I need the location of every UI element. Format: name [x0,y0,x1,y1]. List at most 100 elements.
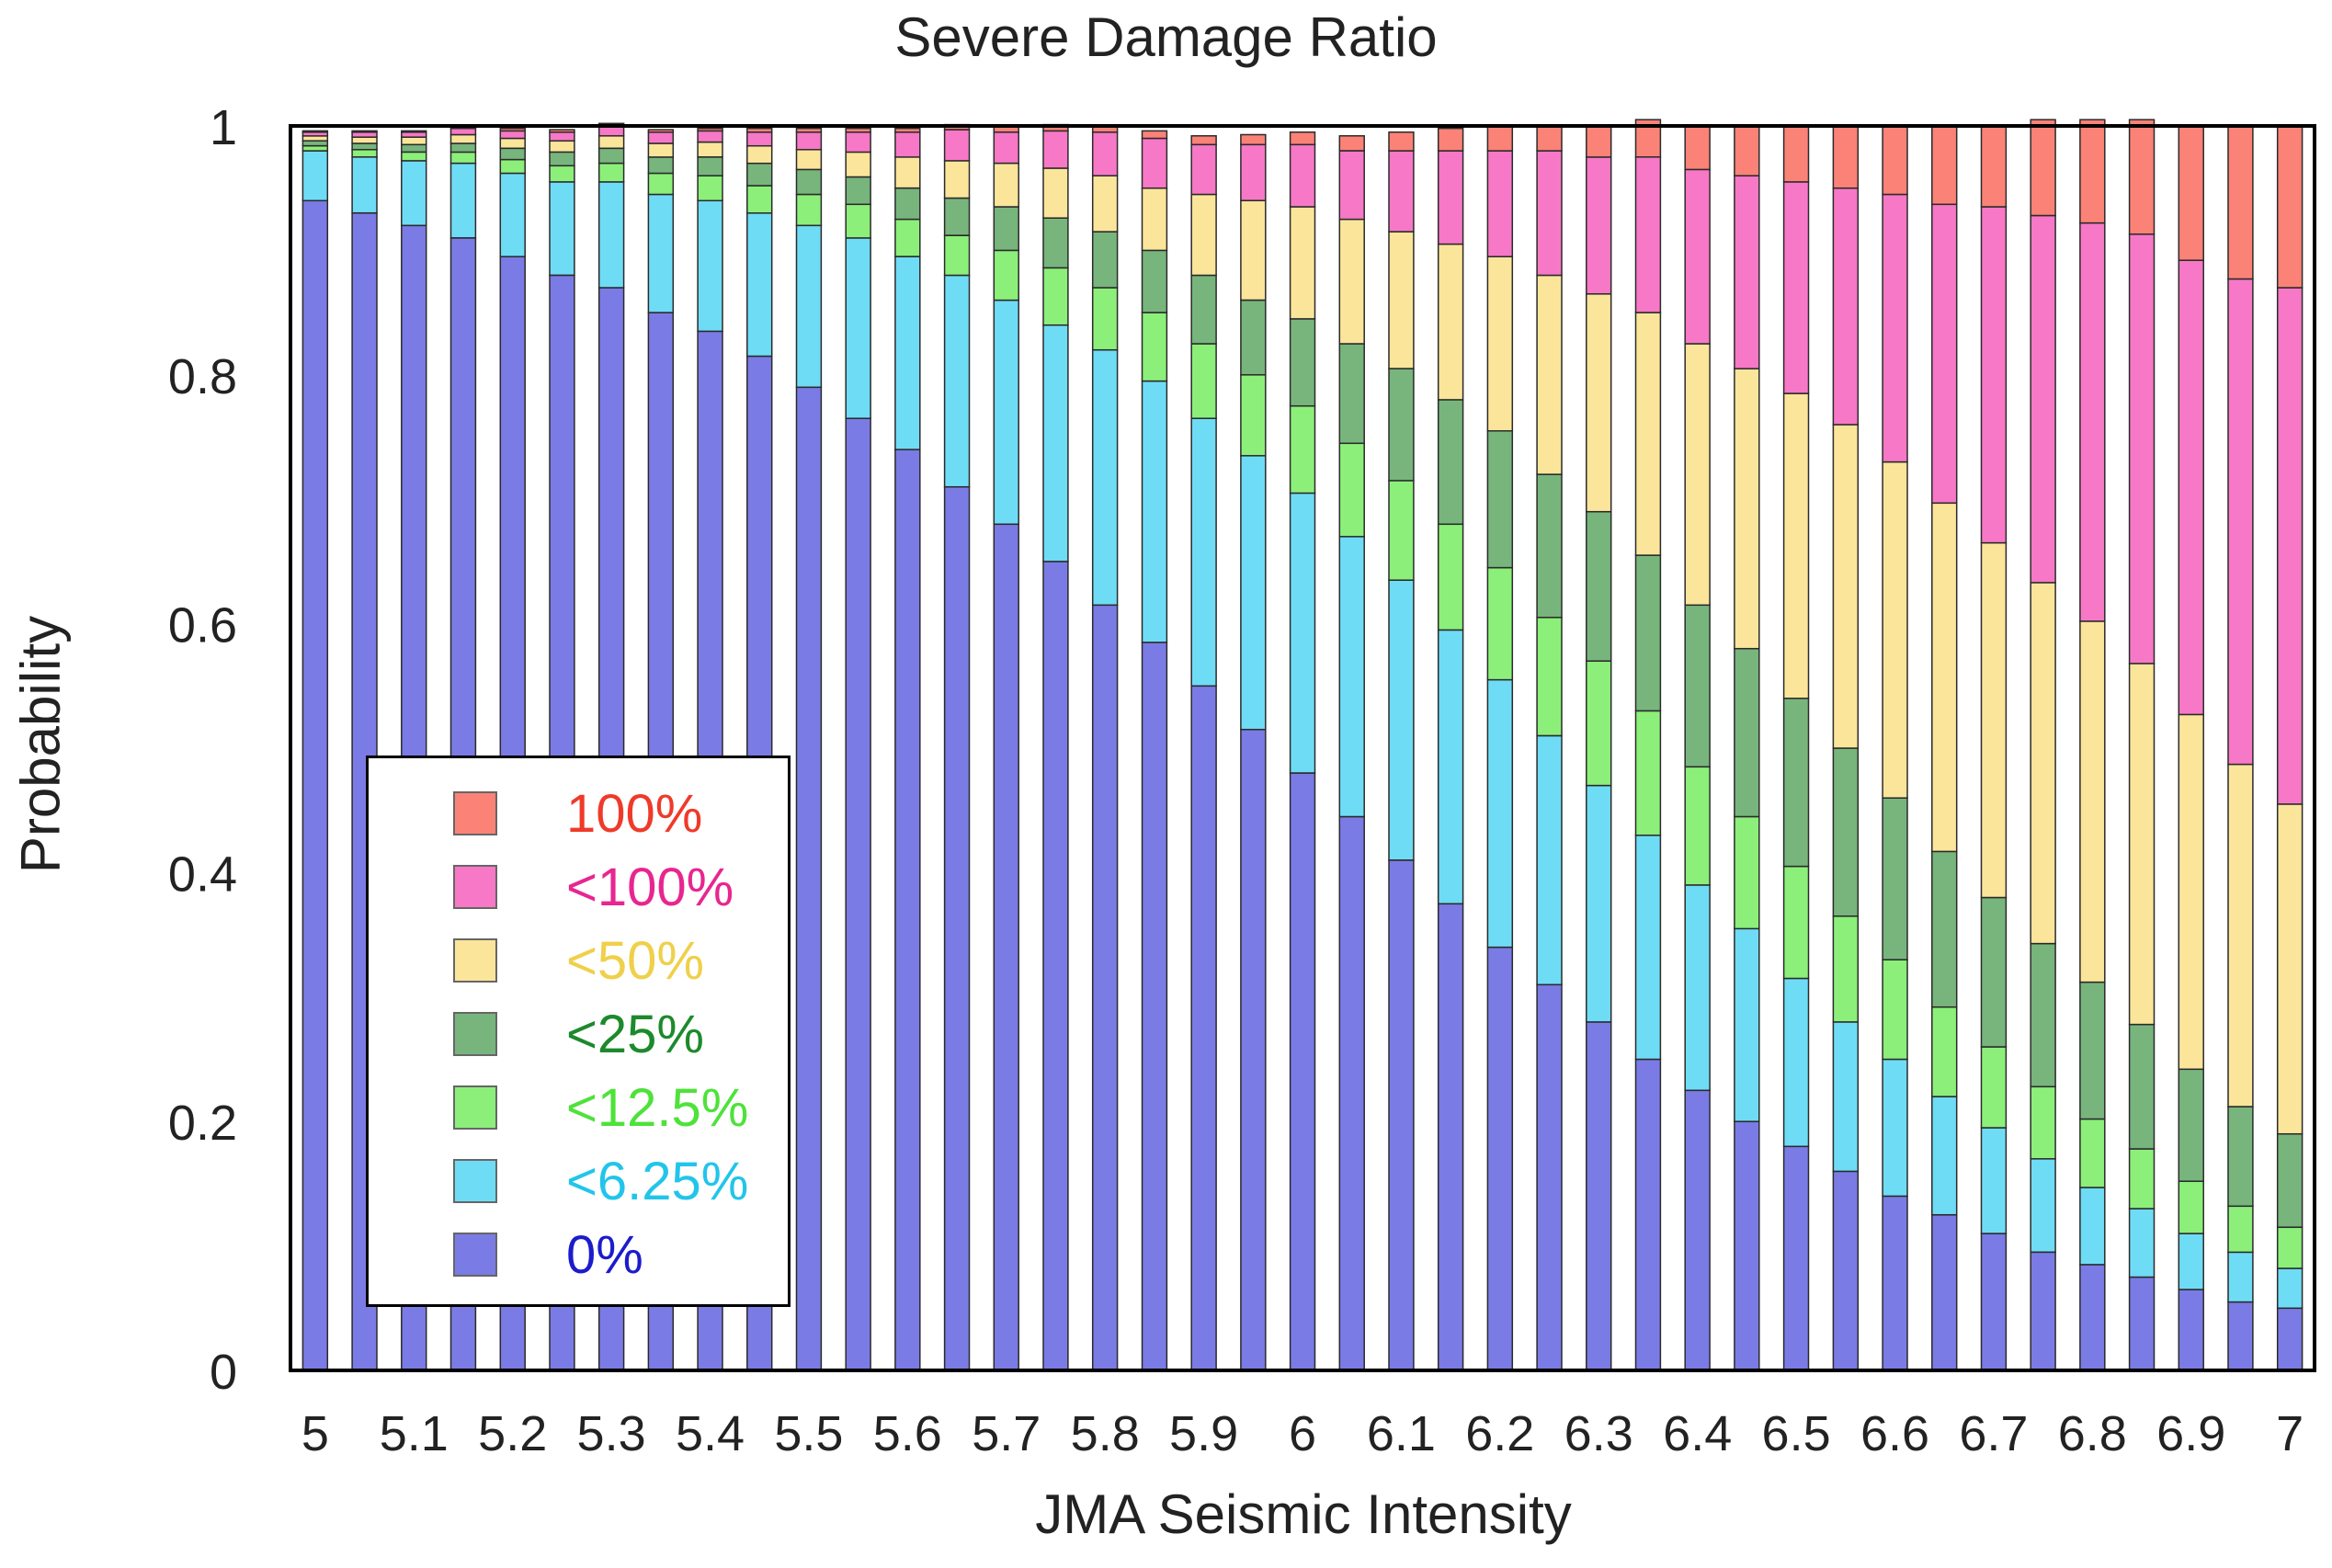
bar-segment [1486,125,1514,152]
bar-segment [1882,797,1908,960]
bar-segment [746,185,773,214]
bar-stack-6.45 [1734,125,1760,1371]
legend-label: <50% [566,931,704,991]
bar-segment [1684,766,1711,886]
bar-segment [1684,168,1711,345]
x-tick-label: 6.8 [2058,1406,2127,1461]
bar-segment [746,212,773,358]
bar-segment [1931,850,1958,1008]
bar-segment [2079,1187,2106,1266]
bar-stack-5 [301,130,329,1371]
bar-segment [746,127,773,133]
bar-segment [1240,374,1267,457]
bar-segment [746,162,773,187]
bar-segment [499,158,526,175]
bar-segment [449,142,477,153]
x-tick-label: 6.2 [1465,1406,1534,1461]
bar-segment [1042,324,1069,562]
bar-segment [2079,222,2106,622]
bar-segment [1931,203,1958,505]
legend-swatch [453,865,497,909]
bar-segment [2030,1158,2056,1254]
bar-segment [1684,884,1711,1092]
bar-segment [795,131,823,151]
bar-segment [549,181,575,277]
bar-segment [993,249,1019,301]
legend-label: <12.5% [566,1078,749,1138]
legend-label: <100% [566,858,734,917]
bar-segment [1289,143,1316,208]
bar-stack-5.5 [795,127,823,1371]
bar-segment [1289,772,1316,1371]
bar-segment [1141,380,1168,643]
bar-segment [2227,1251,2254,1303]
bar-segment [2079,1264,2106,1371]
bar-stack-5.8 [1091,125,1119,1371]
plot-frame [289,124,2316,1372]
bar-segment [1536,125,1563,152]
bar-stack-6.4 [1684,125,1711,1371]
bar-segment [1832,1021,1860,1173]
bar-segment [894,218,921,257]
bar-segment [1980,125,2008,208]
bar-segment [1586,156,1612,295]
x-axis-label: JMA Seismic Intensity [1035,1483,1572,1545]
bar-segment [1190,135,1217,146]
bar-segment [499,172,526,257]
bar-segment [2276,1267,2304,1310]
bar-segment [1437,903,1464,1371]
bar-segment [1782,392,1810,699]
chart-title: Severe Damage Ratio [894,6,1438,68]
bar-segment [2276,803,2304,1135]
bar-segment [449,127,477,136]
bar-segment [1782,865,1810,980]
bar-segment [1486,256,1514,432]
x-tick-label: 5.1 [380,1406,449,1461]
bar-segment [1240,199,1267,301]
y-tick-label: 0.2 [168,1096,237,1151]
bar-segment [1882,125,1908,196]
bar-stack-5.75 [1042,123,1069,1371]
bar-segment [1486,566,1514,681]
bar-segment [597,147,625,165]
bar-segment [845,131,871,153]
y-tick-label: 0.8 [168,349,237,404]
bar-segment [1289,318,1316,407]
bar-segment [647,172,675,196]
bar-segment [2227,1205,2254,1254]
bar-segment [845,151,871,178]
bar-segment [993,299,1019,526]
bar-stack-6.8 [2079,119,2106,1371]
x-tick-label: 6.4 [1663,1406,1732,1461]
bar-segment [1634,554,1662,712]
bar-segment [1388,131,1415,152]
bar-segment [1091,287,1119,351]
bar-segment [499,130,526,140]
bar-segment [1141,130,1168,140]
bar-segment [795,224,823,389]
bar-segment [1338,150,1365,221]
bar-segment [401,143,427,153]
bar-stack-6.35 [1634,119,1662,1371]
bar-segment [1338,135,1365,152]
bar-segment [401,160,427,227]
bar-segment [1289,492,1316,774]
bar-segment [1734,927,1760,1122]
bar-segment [2178,1233,2204,1290]
bar-segment [1980,1127,2008,1234]
bar-stack-6.1 [1388,131,1415,1371]
legend-item-lt12-5: <12.5% [369,1076,788,1141]
bar-segment [2079,119,2106,224]
bar-stack-5.7 [993,125,1019,1371]
bar-segment [2030,1251,2056,1371]
x-axis: 5 5.1 5.2 5.3 5.4 5.5 5.6 5.7 5.8 5.9 6 6.1 6.2 6.3 6.… [301,1406,2304,1461]
x-tick-label: 5.2 [478,1406,547,1461]
bar-segment [2227,1301,2254,1371]
bar-segment [1437,243,1464,401]
bar-segment [597,181,625,289]
bar-segment [894,127,921,133]
bar-segment [1536,983,1563,1371]
bar-segment [1782,1145,1810,1371]
bar-segment [549,131,575,142]
